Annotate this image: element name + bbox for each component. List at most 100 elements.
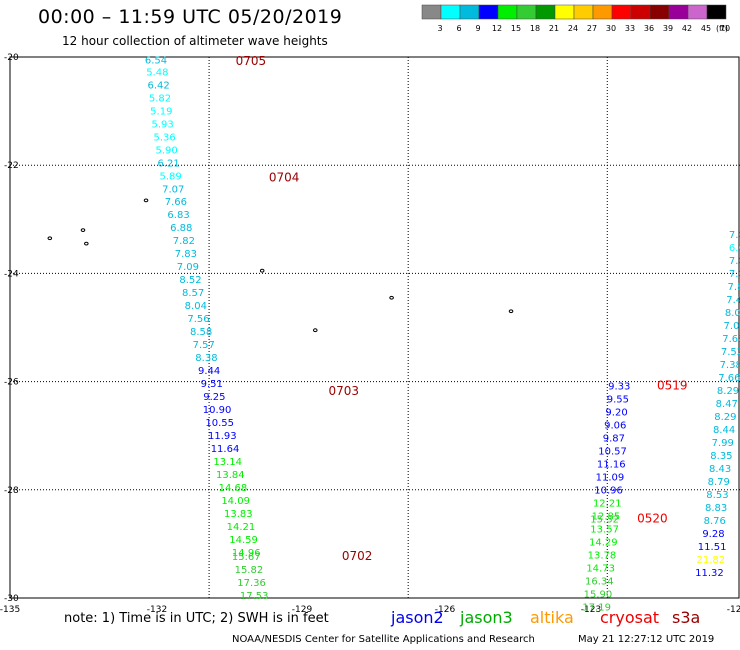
y-tick-label: -28 [4,486,19,496]
wave-height-label: 7.03 [724,321,740,332]
wave-height-label: 15.32 [590,514,619,525]
color-scale-tick: 33 [625,24,635,33]
timestamp-text: May 21 12:27:12 UTC 2019 [578,634,715,645]
plot-frame [9,56,740,599]
wave-height-label: 13.83 [224,509,253,520]
wave-height-label: 9.28 [702,529,724,540]
wave-height-label: 14.96 [232,548,261,559]
wave-height-label: 17.36 [237,578,266,589]
wave-height-label: 14.29 [589,538,618,549]
color-scale-tick: 39 [663,24,673,33]
color-scale-tick: 45 [701,24,711,33]
wave-height-label: 9.55 [607,395,629,406]
color-scale-swatch [573,4,594,20]
credit-text: NOAA/NESDIS Center for Satellite Applica… [232,634,535,645]
color-scale-swatch [440,4,461,20]
pass-time-label: 0519 [657,379,688,393]
wave-height-label: 11.09 [596,473,625,484]
wave-height-label: 17.19 [582,602,611,613]
color-scale-swatch [535,4,556,20]
wave-height-label: 9.20 [605,408,627,419]
wave-height-label: 7.82 [173,236,195,247]
wave-height-label: 9.25 [203,392,225,403]
wave-height-label: 5.36 [153,132,175,143]
pass-time-label: 0520 [637,511,668,525]
color-scale-tick: 18 [530,24,540,33]
wave-height-label: 7.09 [177,262,199,273]
color-scale-swatch [497,4,518,20]
wave-height-label: 6.83 [167,210,189,221]
legend-jason3: jason3 [460,608,513,627]
wave-height-label: 9.44 [198,366,220,377]
x-tick-label: -124 [727,605,740,615]
wave-height-label: 7.68 [722,334,740,345]
color-scale-swatch [611,4,632,20]
color-scale-swatch [592,4,613,20]
wave-height-label: 8.43 [709,464,731,475]
wave-height-label: 7.52 [721,347,740,358]
wave-height-label: 7.00 [729,230,740,241]
x-tick-label: -123 [581,605,601,615]
wave-height-label: 8.52 [179,275,201,286]
wave-height-label: 6.54 [145,55,167,66]
wave-height-label: 12.21 [593,499,622,510]
wave-height-label: 7.66 [165,197,187,208]
color-scale-tick: 30 [606,24,616,33]
wave-height-label: 7.83 [175,249,197,260]
island-marker [389,295,394,300]
wave-height-label: 9.06 [604,421,626,432]
island-marker [143,198,149,203]
legend-altika: altika [530,608,574,627]
wave-height-label: 12.85 [592,512,621,523]
color-scale-swatch [687,4,708,20]
wave-height-label: 5.19 [150,106,172,117]
color-scale-tick: 27 [587,24,597,33]
wave-height-label: 7.99 [712,438,734,449]
wave-height-label: 7.80 [728,282,740,293]
island-marker [84,241,89,246]
y-tick-label: -20 [4,53,19,63]
wave-height-label: 11.32 [695,568,724,579]
legend-cryosat: cryosat [600,608,660,627]
legend-s3a: s3a [672,608,701,627]
wave-height-label: 11.93 [208,431,237,442]
wave-height-label: 9.33 [608,382,630,393]
color-scale-tick: 12 [492,24,502,33]
x-tick-label: -132 [147,605,167,615]
wave-height-label: 17.53 [240,591,269,602]
wave-height-label: 7.47 [726,295,740,306]
pass-time-label: 0702 [342,549,373,563]
wave-height-label: 7.56 [187,314,209,325]
wave-height-label: 7.57 [193,340,215,351]
wave-height-label: 7.07 [162,184,184,195]
wave-height-label: 10.90 [203,405,232,416]
color-scale-swatch [516,4,537,20]
x-tick-label: -126 [435,605,456,615]
wave-height-label: 14.73 [586,563,615,574]
color-scale-swatch [554,4,575,20]
x-tick-label: -135 [0,605,20,615]
wave-height-label: 8.79 [708,477,730,488]
wave-height-label: 14.68 [219,483,248,494]
island-marker [259,268,265,273]
wave-height-label: 5.89 [159,171,181,182]
x-tick-label: -129 [292,605,313,615]
wave-height-label: 11.51 [698,542,727,553]
island-marker [508,309,514,314]
wave-height-label: 5.90 [155,145,177,156]
wave-height-label: 15.82 [235,565,264,576]
color-scale-swatch [478,4,499,20]
pass-time-label: 0703 [329,384,360,398]
island-marker [47,236,53,241]
wave-height-label: 21.82 [696,555,725,566]
wave-height-label: 8.76 [704,516,726,527]
wave-height-label: 9.51 [201,379,223,390]
wave-height-label: 11.16 [597,460,626,471]
color-scale-unit: (ft) [716,24,728,33]
wave-height-label: 5.93 [152,119,174,130]
color-scale-tick: 6 [456,24,461,33]
wave-height-label: 10.57 [598,447,627,458]
wave-height-label: 8.35 [710,451,732,462]
wave-height-label: 8.29 [714,412,736,423]
